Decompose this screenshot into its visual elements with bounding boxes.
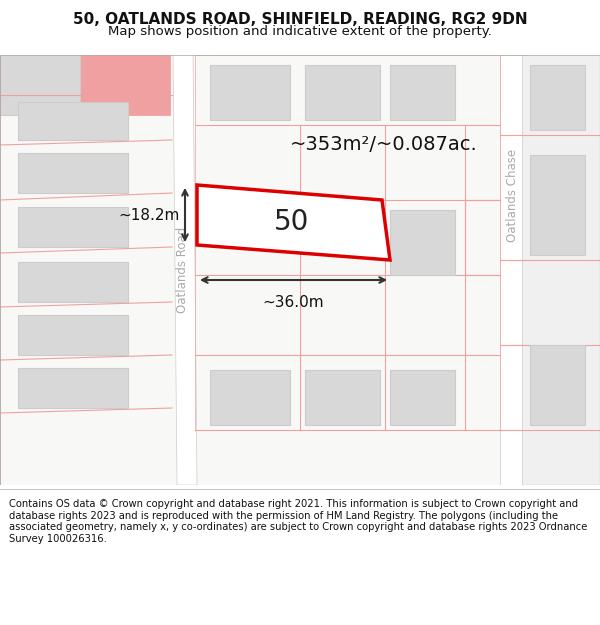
Bar — [390, 370, 455, 425]
Bar — [18, 153, 128, 193]
Bar — [18, 207, 128, 247]
Bar — [210, 65, 290, 120]
Bar — [210, 370, 290, 425]
Text: ~36.0m: ~36.0m — [263, 295, 325, 310]
Bar — [530, 155, 585, 255]
Text: ~353m²/~0.087ac.: ~353m²/~0.087ac. — [290, 136, 478, 154]
Bar — [305, 370, 380, 425]
Bar — [18, 368, 128, 408]
Bar — [390, 210, 455, 275]
Text: 50: 50 — [274, 209, 309, 236]
Text: 50, OATLANDS ROAD, SHINFIELD, READING, RG2 9DN: 50, OATLANDS ROAD, SHINFIELD, READING, R… — [73, 12, 527, 27]
Polygon shape — [173, 55, 197, 485]
Polygon shape — [500, 55, 522, 485]
Bar — [18, 102, 128, 140]
Bar — [18, 262, 128, 302]
Text: ~18.2m: ~18.2m — [119, 208, 180, 222]
Text: Contains OS data © Crown copyright and database right 2021. This information is : Contains OS data © Crown copyright and d… — [9, 499, 587, 544]
Bar — [305, 65, 380, 120]
Text: Oatlands Road: Oatlands Road — [176, 227, 190, 313]
Polygon shape — [0, 55, 80, 115]
Polygon shape — [0, 55, 170, 115]
Bar — [18, 315, 128, 355]
Bar — [530, 345, 585, 425]
Polygon shape — [197, 185, 390, 260]
Bar — [390, 65, 455, 120]
Text: Map shows position and indicative extent of the property.: Map shows position and indicative extent… — [108, 26, 492, 39]
Polygon shape — [522, 55, 600, 485]
Text: Oatlands Chase: Oatlands Chase — [505, 148, 518, 241]
Bar — [530, 65, 585, 130]
